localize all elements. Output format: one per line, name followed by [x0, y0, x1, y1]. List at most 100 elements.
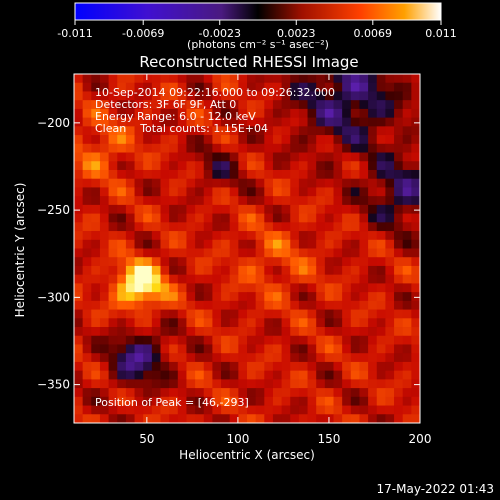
heatmap-cell	[117, 178, 127, 188]
heatmap-cell	[350, 300, 360, 310]
heatmap-cell	[333, 361, 343, 372]
heatmap-cell	[316, 396, 326, 406]
heatmap-cell	[134, 82, 144, 92]
heatmap-cell	[169, 213, 179, 223]
heatmap-cell	[368, 414, 378, 423]
heatmap-cell	[255, 353, 265, 363]
heatmap-cell	[74, 187, 84, 197]
heatmap-cell	[203, 379, 213, 389]
heatmap-cell	[324, 327, 334, 337]
heatmap-cell	[402, 108, 412, 119]
heatmap-cell	[108, 318, 118, 328]
heatmap-cell	[264, 361, 274, 372]
heatmap-cell	[186, 187, 196, 197]
heatmap-cell	[290, 143, 300, 153]
heatmap-cell	[272, 74, 282, 84]
heatmap-cell	[143, 239, 153, 249]
heatmap-cell	[342, 379, 352, 389]
heatmap-cell	[402, 283, 412, 293]
heatmap-cell	[298, 283, 308, 293]
heatmap-cell	[125, 353, 135, 363]
heatmap-cell	[91, 143, 101, 153]
heatmap-cell	[290, 292, 300, 302]
heatmap-cell	[229, 178, 239, 188]
heatmap-cell	[177, 309, 187, 319]
heatmap-cell	[264, 370, 274, 380]
heatmap-cell	[316, 196, 326, 206]
heatmap-cell	[229, 143, 239, 153]
heatmap-cell	[82, 108, 92, 119]
heatmap-cell	[125, 143, 135, 153]
heatmap-cell	[264, 257, 274, 267]
heatmap-cell	[411, 370, 420, 380]
heatmap-cell	[247, 100, 257, 110]
heatmap-cell	[74, 91, 84, 101]
heatmap-cell	[316, 300, 326, 310]
heatmap-cell	[255, 379, 265, 389]
heatmap-cell	[359, 152, 369, 162]
heatmap-cell	[229, 405, 239, 415]
heatmap-cell	[394, 248, 404, 258]
heatmap-cell	[99, 117, 109, 127]
heatmap-cell	[247, 187, 257, 197]
heatmap-cell	[376, 74, 386, 84]
heatmap-cell	[82, 414, 92, 423]
heatmap-cell	[290, 396, 300, 406]
heatmap-cell	[134, 388, 144, 398]
heatmap-cell	[82, 161, 92, 171]
heatmap-cell	[160, 283, 170, 293]
heatmap-cell	[272, 388, 282, 398]
heatmap-cell	[247, 388, 257, 398]
heatmap-cell	[238, 300, 248, 310]
heatmap-cell	[307, 248, 317, 258]
heatmap-cell	[264, 169, 274, 180]
heatmap-cell	[177, 283, 187, 293]
heatmap-cell	[125, 405, 135, 415]
heatmap-cell	[264, 344, 274, 354]
heatmap-cell	[117, 361, 127, 372]
heatmap-cell	[151, 239, 161, 249]
heatmap-cell	[221, 248, 231, 258]
heatmap-cell	[212, 327, 222, 337]
heatmap-cell	[402, 361, 412, 372]
heatmap-cell	[316, 135, 326, 145]
heatmap-cell	[394, 292, 404, 302]
heatmap-cell	[281, 405, 291, 415]
heatmap-cell	[298, 370, 308, 380]
heatmap-cell	[376, 370, 386, 380]
heatmap-cell	[342, 353, 352, 363]
heatmap-cell	[74, 379, 84, 389]
heatmap-cell	[91, 309, 101, 319]
heatmap-cell	[117, 239, 127, 249]
heatmap-cell	[368, 239, 378, 249]
heatmap-cell	[99, 74, 109, 84]
heatmap-cell	[177, 82, 187, 92]
heatmap-cell	[143, 327, 153, 337]
heatmap-cell	[169, 91, 179, 101]
heatmap-cell	[333, 327, 343, 337]
heatmap-cell	[221, 196, 231, 206]
heatmap-cell	[281, 292, 291, 302]
heatmap-cell	[385, 152, 395, 162]
heatmap-cell	[160, 388, 170, 398]
heatmap-cell	[221, 135, 231, 145]
heatmap-cell	[229, 187, 239, 197]
heatmap-cell	[125, 126, 135, 136]
heatmap-cell	[376, 82, 386, 92]
heatmap-cell	[99, 213, 109, 223]
heatmap-cell	[143, 108, 153, 119]
heatmap-cell	[376, 274, 386, 284]
y-tick-label: −250	[37, 203, 70, 217]
heatmap-cell	[342, 274, 352, 284]
x-tick-label: 100	[226, 432, 249, 446]
heatmap-cell	[134, 292, 144, 302]
heatmap-cell	[186, 300, 196, 310]
heatmap-cell	[298, 126, 308, 136]
heatmap-cell	[402, 335, 412, 345]
heatmap-cell	[134, 265, 144, 276]
heatmap-cell	[385, 300, 395, 310]
heatmap-cell	[307, 222, 317, 232]
heatmap-cell	[264, 274, 274, 284]
heatmap-cell	[143, 204, 153, 215]
heatmap-cell	[385, 405, 395, 415]
